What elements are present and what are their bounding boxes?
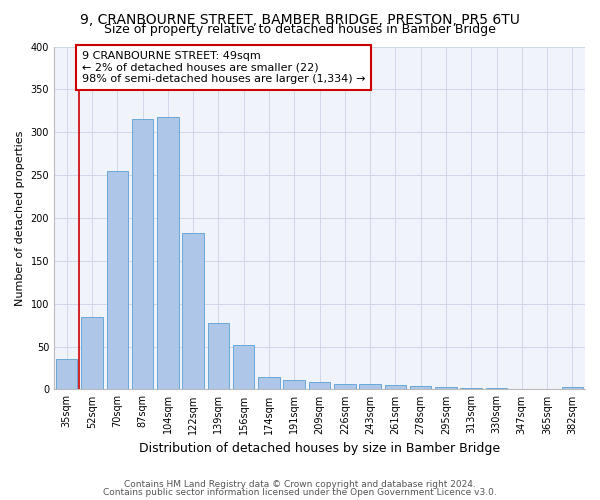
X-axis label: Distribution of detached houses by size in Bamber Bridge: Distribution of detached houses by size … — [139, 442, 500, 455]
Bar — [435, 387, 457, 390]
Bar — [233, 345, 254, 390]
Bar — [283, 380, 305, 390]
Bar — [157, 117, 179, 390]
Bar — [511, 388, 533, 390]
Text: 9, CRANBOURNE STREET, BAMBER BRIDGE, PRESTON, PR5 6TU: 9, CRANBOURNE STREET, BAMBER BRIDGE, PRE… — [80, 12, 520, 26]
Text: 9 CRANBOURNE STREET: 49sqm
← 2% of detached houses are smaller (22)
98% of semi-: 9 CRANBOURNE STREET: 49sqm ← 2% of detac… — [82, 51, 365, 84]
Y-axis label: Number of detached properties: Number of detached properties — [15, 130, 25, 306]
Text: Size of property relative to detached houses in Bamber Bridge: Size of property relative to detached ho… — [104, 22, 496, 36]
Bar — [107, 171, 128, 390]
Bar — [536, 388, 558, 390]
Bar — [562, 387, 583, 390]
Text: Contains HM Land Registry data © Crown copyright and database right 2024.: Contains HM Land Registry data © Crown c… — [124, 480, 476, 489]
Bar — [258, 378, 280, 390]
Bar — [410, 386, 431, 390]
Bar — [359, 384, 381, 390]
Bar — [385, 385, 406, 390]
Bar — [56, 360, 77, 390]
Bar — [460, 388, 482, 390]
Bar — [334, 384, 356, 390]
Bar — [208, 322, 229, 390]
Bar — [81, 316, 103, 390]
Bar — [182, 234, 204, 390]
Bar — [309, 382, 330, 390]
Bar — [132, 120, 153, 390]
Text: Contains public sector information licensed under the Open Government Licence v3: Contains public sector information licen… — [103, 488, 497, 497]
Bar — [486, 388, 507, 390]
